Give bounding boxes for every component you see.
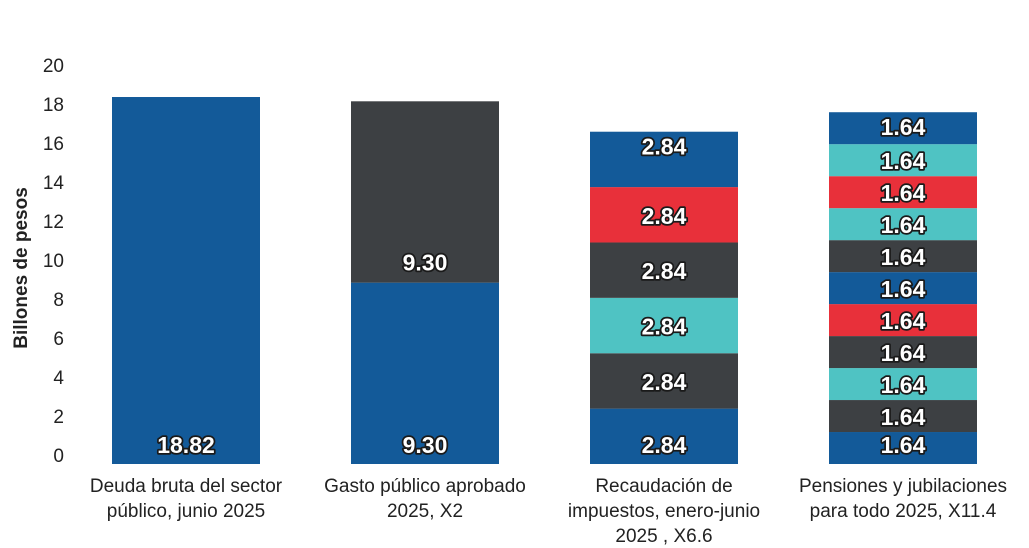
bar-segment (590, 131, 738, 188)
bar-segment (590, 297, 738, 354)
bar-segment (590, 408, 738, 464)
data-label: 1.64 (881, 180, 926, 206)
data-labels-group: 18.82 9.30 9.30 2.84 2.84 2.84 2.84 2.84 2.84 1.6… (155, 112, 927, 459)
y-axis-label: Billones de pesos (11, 187, 32, 349)
data-label: 1.64 (881, 212, 926, 238)
bar-segment (829, 432, 977, 464)
data-label: 1.64 (881, 114, 926, 140)
y-tick-label: 0 (53, 446, 64, 467)
bar-segment (590, 353, 738, 409)
bar-segment (829, 240, 977, 273)
data-label: 1.64 (881, 308, 926, 334)
y-tick-label: 10 (43, 251, 64, 272)
y-tick-label: 2 (53, 407, 64, 428)
data-label: 1.64 (881, 404, 926, 430)
data-label: 2.84 (642, 314, 687, 340)
data-label: 1.64 (881, 432, 926, 458)
data-label: 1.64 (881, 340, 926, 366)
data-label: 2.84 (642, 258, 687, 284)
bar-segment (829, 400, 977, 433)
data-label: 2.84 (642, 203, 687, 229)
data-label: 1.64 (881, 372, 926, 398)
y-tick-label: 16 (43, 134, 64, 155)
y-tick-label: 6 (53, 329, 64, 350)
bar-segment (829, 368, 977, 401)
category-label: Recaudación de impuestos, enero-junio 2025… (568, 476, 760, 547)
bar-segment (829, 112, 977, 145)
y-tick-label: 4 (53, 368, 64, 389)
data-label: 2.84 (642, 432, 687, 458)
y-axis-ticks: 0 2 4 6 8 10 12 14 16 18 20 (43, 56, 65, 467)
bars-group (112, 97, 977, 464)
data-label: 2.84 (642, 134, 687, 160)
bar-segment (590, 242, 738, 298)
bar-segment (829, 176, 977, 209)
category-label: Pensiones y jubilaciones para todo 2025, … (799, 476, 1007, 522)
y-tick-label: 8 (53, 290, 64, 311)
bar-segment (351, 101, 499, 283)
data-label: 1.64 (881, 148, 926, 174)
data-label: 1.64 (881, 276, 926, 302)
bar-segment (829, 336, 977, 369)
data-label: 18.82 (157, 432, 215, 458)
category-label: Deuda bruta del sector público, junio 202… (90, 476, 283, 522)
category-label: Gasto público aprobado 2025, X2 (324, 476, 526, 522)
bar-segment (112, 97, 260, 464)
bar-segment (351, 282, 499, 464)
y-tick-label: 20 (43, 56, 64, 77)
data-label: 9.30 (403, 432, 448, 458)
y-tick-label: 12 (43, 212, 64, 233)
bar-segment (829, 272, 977, 305)
data-label: 2.84 (642, 369, 687, 395)
data-label: 9.30 (403, 250, 448, 276)
bar-segment (590, 187, 738, 243)
bar-segment (829, 208, 977, 241)
y-tick-label: 14 (43, 173, 65, 194)
bar-segment (829, 144, 977, 177)
category-labels-group: Deuda bruta del sector público, junio 202… (90, 476, 1007, 547)
data-label: 1.64 (881, 244, 926, 270)
bar-segment (829, 304, 977, 337)
y-tick-label: 18 (43, 95, 64, 116)
